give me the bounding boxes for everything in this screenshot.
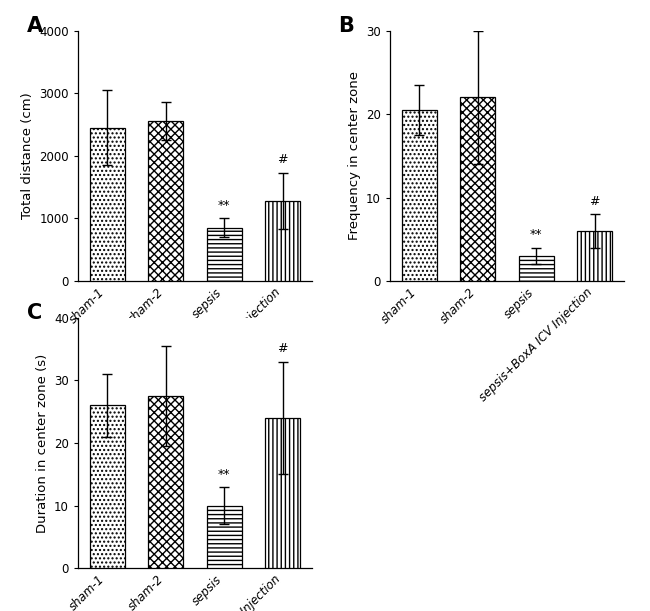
Text: #: # [278,153,288,166]
Text: **: ** [218,467,231,480]
Text: #: # [278,342,288,356]
Text: C: C [27,302,42,323]
Y-axis label: Total distance (cm): Total distance (cm) [21,92,34,219]
Text: **: ** [218,199,231,212]
Y-axis label: Duration in center zone (s): Duration in center zone (s) [36,353,49,533]
Bar [148,396,183,568]
Bar [90,406,125,568]
Bar [265,201,300,281]
Bar [265,418,300,568]
Bar [460,97,495,281]
Bar [577,231,612,281]
Bar [519,256,554,281]
Y-axis label: Frequency in center zone: Frequency in center zone [348,71,361,240]
Text: #: # [590,195,600,208]
Text: B: B [339,15,354,35]
Bar [148,121,183,281]
Bar [90,128,125,281]
Bar [207,506,242,568]
Bar [402,110,437,281]
Text: A: A [27,15,43,35]
Bar [207,228,242,281]
Text: **: ** [530,229,543,241]
